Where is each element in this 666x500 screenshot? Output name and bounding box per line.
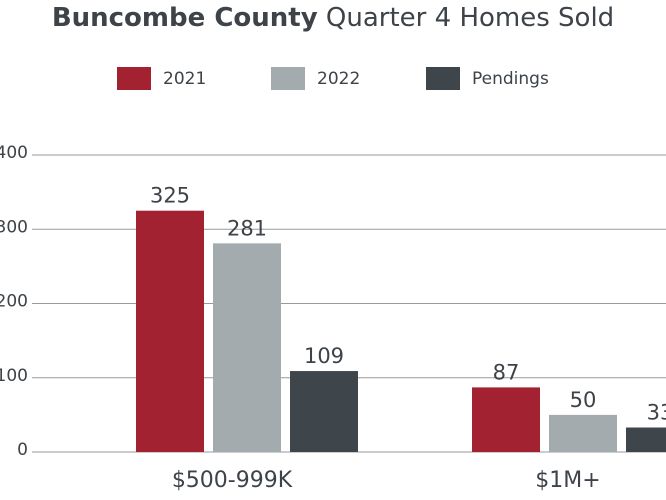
legend-swatch xyxy=(271,67,305,90)
value-label: 325 xyxy=(150,184,190,208)
value-label: 281 xyxy=(227,216,267,240)
bar xyxy=(213,243,281,452)
bar xyxy=(626,427,666,452)
legend-label: 2021 xyxy=(163,69,206,89)
title-bold: Buncombe County xyxy=(52,3,318,33)
x-tick-label: $1M+ xyxy=(535,468,600,493)
value-label: 87 xyxy=(493,360,520,384)
bar xyxy=(290,371,358,452)
title-rest: Quarter 4 Homes Sold xyxy=(326,3,614,33)
value-label: 109 xyxy=(304,344,344,368)
y-tick-label: 400 xyxy=(0,143,28,163)
legend-swatch xyxy=(426,67,460,90)
x-tick-label: $500-999K xyxy=(172,468,293,493)
bar xyxy=(549,414,617,452)
value-label: 33 xyxy=(647,400,666,424)
bar xyxy=(136,210,204,452)
legend-swatch xyxy=(117,67,151,90)
y-tick-label: 0 xyxy=(17,440,28,460)
y-tick-label: 200 xyxy=(0,292,28,312)
legend-label: 2022 xyxy=(317,69,360,89)
y-tick-label: 300 xyxy=(0,217,28,237)
bar xyxy=(472,387,540,452)
legend-label: Pendings xyxy=(472,69,549,89)
value-label: 50 xyxy=(570,388,597,412)
chart-title: Buncombe County Quarter 4 Homes Sold xyxy=(52,3,614,33)
y-tick-label: 100 xyxy=(0,366,28,386)
